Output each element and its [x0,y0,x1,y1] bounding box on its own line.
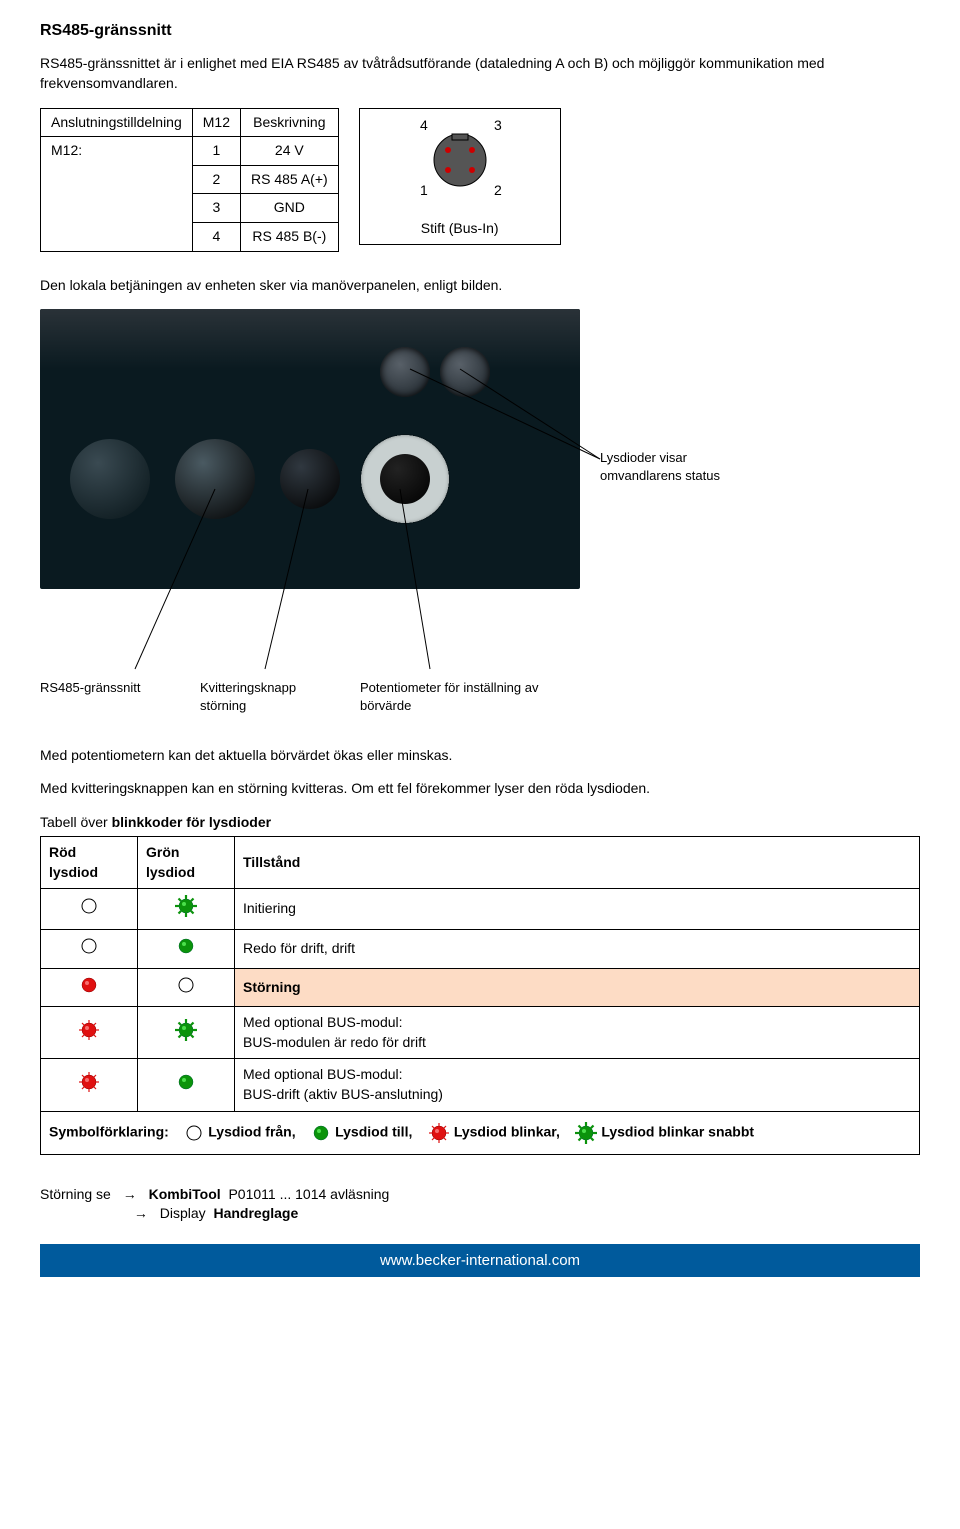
blink-code-table: Röd lysdiod Grön lysdiod Tillstånd Initi… [40,836,920,1154]
col-header-green: Grön lysdiod [138,837,235,889]
col-header-state: Tillstånd [235,837,920,889]
legend-blink: Lysdiod blinkar, [454,1123,560,1139]
section-title: RS485-gränssnitt [40,20,920,42]
led-green-cell [138,1059,235,1111]
panel-photo [40,309,580,589]
table-cell: 1 [192,137,240,166]
pin-assignment-table: Anslutningstilldelning M12 Beskrivning M… [40,108,339,252]
led-red-cell [41,1059,138,1111]
table-cell: RS 485 A(+) [241,165,339,194]
legend-label: Symbolförklaring: [49,1123,169,1139]
blink-table-title: blinkkoder för lysdioder [112,814,271,830]
table-cell: 4 [192,222,240,251]
legend-fast: Lysdiod blinkar snabbt [601,1123,754,1139]
led-green-cell [138,968,235,1007]
col-header-red: Röd lysdiod [41,837,138,889]
legend-row: Symbolförklaring: Lysdiod från, Lysdiod … [41,1111,920,1154]
led-red-cell [41,1007,138,1059]
led-red-cell [41,889,138,930]
led-green-cell [138,889,235,930]
photo-label-pot: Potentiometer för inställning av börvärd… [360,679,580,715]
photo-callout-leds: Lysdioder visar omvandlarens status [600,449,760,485]
connector-diagram: 4 3 1 2 Stift (Bus-In) [359,108,561,246]
pot-text-2: Med kvitteringsknappen kan en störning k… [40,779,920,799]
table-cell: RS 485 B(-) [241,222,339,251]
pin-side-label: M12: [41,137,193,251]
led-red-cell [41,930,138,969]
led-red-cell [41,968,138,1007]
pin-col-header: Beskrivning [241,108,339,137]
pin-label-1: 1 [420,182,428,198]
state-init: Initiering [235,889,920,930]
photo-label-ack: Kvitteringsknapp störning [200,679,340,715]
led-green-cell [138,930,235,969]
state-fault: Störning [235,968,920,1007]
panel-photo-block: Lysdioder visar omvandlarens status RS48… [40,309,580,715]
state-bus2: Med optional BUS-modul: BUS-drift (aktiv… [235,1059,920,1111]
state-ready: Redo för drift, drift [235,930,920,969]
led-green-cell [138,1007,235,1059]
table-cell: 24 V [241,137,339,166]
footer-url: www.becker-international.com [40,1244,920,1277]
intro-text: RS485-gränssnittet är i enlighet med EIA… [40,54,920,93]
pot-text-1: Med potentiometern kan det aktuella börv… [40,746,920,766]
pin-col-header: Anslutningstilldelning [41,108,193,137]
pin-col-header: M12 [192,108,240,137]
pin-label-4: 4 [420,117,428,133]
fault-reference: Störning se → KombiTool P01011 ... 1014 … [40,1185,920,1224]
legend-on: Lysdiod till, [335,1123,412,1139]
pin-label-3: 3 [494,117,502,133]
table-cell: 2 [192,165,240,194]
connector-caption: Stift (Bus-In) [390,219,530,239]
photo-label-rs485: RS485-gränssnitt [40,679,180,715]
panel-sentence: Den lokala betjäningen av enheten sker v… [40,276,920,296]
blink-table-title-prefix: Tabell över [40,814,112,830]
table-cell: GND [241,194,339,223]
state-bus1: Med optional BUS-modul: BUS-modulen är r… [235,1007,920,1059]
table-cell: 3 [192,194,240,223]
legend-off: Lysdiod från, [208,1123,295,1139]
pin-label-2: 2 [494,182,502,198]
